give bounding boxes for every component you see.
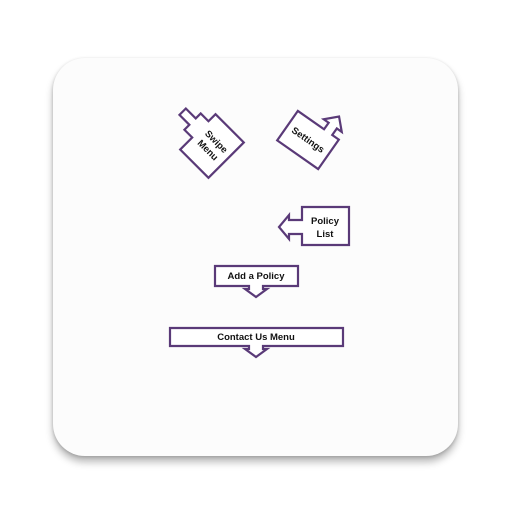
arrow-down-icon [168, 326, 345, 359]
policy-list-label-line1: Policy [311, 216, 340, 227]
arrow-left-icon [277, 205, 351, 247]
policy-list-label-line2: List [317, 229, 335, 240]
arrow-up-left-icon [177, 106, 246, 180]
settings-hint: Settings [275, 109, 344, 171]
arrow-up-right-icon [275, 109, 344, 171]
policy-list-hint: Policy List [277, 205, 351, 247]
contact-us-menu-hint: Contact Us Menu [168, 326, 345, 359]
swipe-menu-hint: Swipe Menu [177, 106, 246, 180]
add-policy-hint: Add a Policy [213, 264, 300, 299]
arrow-down-icon [213, 264, 300, 299]
contact-us-menu-label: Contact Us Menu [217, 332, 295, 343]
app-icon-card [53, 58, 458, 456]
add-policy-label: Add a Policy [227, 271, 285, 282]
